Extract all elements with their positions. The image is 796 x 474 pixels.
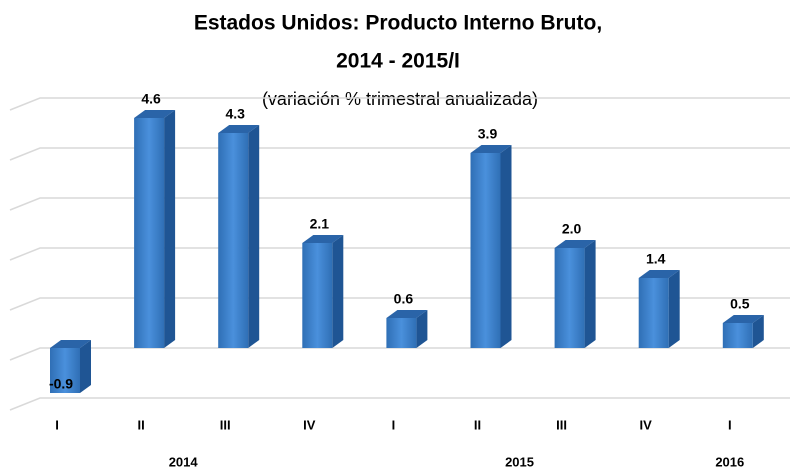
bar-top: [302, 235, 344, 243]
bar: [134, 110, 176, 348]
bar-front: [218, 133, 249, 348]
bar-side: [584, 240, 596, 348]
bar: [722, 315, 764, 348]
x-tick-label: IV: [640, 417, 653, 432]
grid-line: [9, 297, 790, 311]
group-label: 2014: [169, 454, 199, 469]
grid-line: [9, 397, 790, 411]
bar-front: [722, 323, 753, 348]
bar-side: [164, 110, 176, 348]
grid-line: [9, 247, 790, 261]
chart-title: 2014 - 2015/I: [336, 50, 460, 73]
bar-front: [302, 243, 333, 348]
bar: [638, 270, 680, 348]
bar-front: [134, 118, 165, 348]
bar-side: [668, 270, 680, 348]
grid-line: [9, 97, 790, 111]
bar-top: [218, 125, 260, 133]
value-label: 4.6: [141, 91, 161, 107]
bar-front: [554, 248, 585, 348]
x-tick-label: II: [474, 417, 481, 432]
bar-side: [80, 340, 91, 393]
x-tick-label: I: [55, 417, 59, 432]
bar-top: [722, 315, 764, 323]
bar: [218, 125, 260, 348]
group-label: 2015: [505, 454, 534, 469]
value-label: 1.4: [646, 251, 666, 267]
value-label: 2.0: [562, 221, 582, 237]
bar-top: [638, 270, 680, 278]
value-label: 4.3: [225, 106, 245, 122]
group-label: 2016: [715, 454, 744, 469]
x-tick-label: II: [137, 417, 144, 432]
bar-side: [416, 310, 428, 348]
grid-line: [9, 147, 790, 161]
bar: [302, 235, 344, 348]
bar-front: [470, 153, 501, 348]
bar-top: [470, 145, 512, 153]
bar-front: [50, 348, 80, 393]
x-tick-label: I: [392, 417, 396, 432]
bar-side: [332, 235, 344, 348]
value-label: 2.1: [310, 216, 330, 232]
bar-front: [638, 278, 669, 348]
chart-title: Estados Unidos: Producto Interno Bruto,: [194, 12, 602, 35]
bar-top: [134, 110, 176, 118]
bar-front: [386, 318, 417, 348]
bar-top: [386, 310, 428, 318]
bar-side: [248, 125, 260, 348]
bar: [50, 340, 91, 393]
bar: [386, 310, 428, 348]
value-label: -0.9: [49, 376, 73, 392]
bar-top: [554, 240, 596, 248]
bar-side: [752, 315, 764, 348]
value-label: 0.5: [730, 296, 750, 312]
bar-side: [500, 145, 512, 348]
x-tick-label: I: [728, 417, 732, 432]
grid-line: [9, 197, 790, 211]
value-label: 0.6: [394, 291, 414, 307]
grid-line: [9, 347, 790, 361]
x-tick-label: III: [220, 417, 231, 432]
bar: [470, 145, 512, 348]
x-tick-label: III: [556, 417, 567, 432]
bar: [554, 240, 596, 348]
value-label: 3.9: [478, 126, 498, 142]
bar-top: [50, 340, 91, 348]
x-tick-label: IV: [303, 417, 316, 432]
